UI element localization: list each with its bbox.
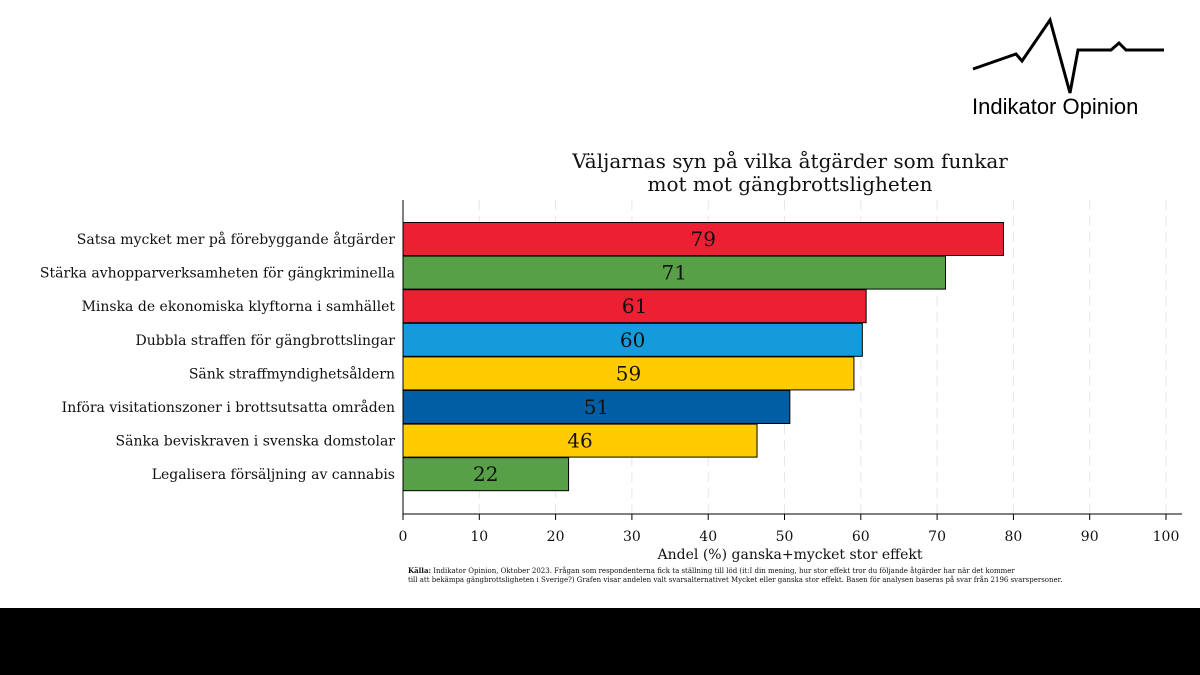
chart-title-group: Väljarnas syn på vilka åtgärder som funk… [571, 149, 1008, 196]
chart-title-line-1: Väljarnas syn på vilka åtgärder som funk… [571, 149, 1008, 173]
x-tick-label: 60 [852, 529, 870, 545]
category-label: Dubbla straffen för gängbrottslingar [135, 333, 395, 349]
bar-value-label: 61 [622, 294, 647, 318]
x-tick-label: 10 [470, 529, 488, 545]
x-tick-label: 0 [399, 529, 408, 545]
category-label: Minska de ekonomiska klyftorna i samhäll… [82, 299, 396, 315]
axes: 0 10 20 30 40 50 60 70 80 90 100 Andel (%) ganska+m… [399, 200, 1182, 563]
bottom-black-bar [0, 608, 1200, 675]
bar [402, 356, 855, 391]
bar-value-label: 79 [691, 227, 716, 251]
x-tick-label: 100 [1153, 529, 1180, 545]
x-tick-label: 80 [1004, 529, 1022, 545]
category-label: Stärka avhopparverksamheten för gängkrim… [40, 266, 395, 282]
x-tick-label: 30 [623, 529, 641, 545]
bar [402, 289, 867, 324]
bars: 79 Satsa mycket mer på förebyggande åtgär… [40, 222, 1004, 492]
bar-value-label: 46 [567, 429, 592, 453]
category-label: Införa visitationszoner i brottsutsatta … [62, 399, 395, 416]
bar [402, 457, 570, 492]
source-label: Källa: [408, 566, 432, 575]
brand-name: Indikator Opinion [972, 94, 1139, 119]
bar-chart: Väljarnas syn på vilka åtgärder som funk… [40, 149, 1182, 563]
bar-value-label: 71 [662, 261, 687, 285]
x-tick-label: 70 [928, 529, 946, 545]
bar [402, 322, 863, 357]
source-note: Källa: Indikator Opinion, Oktober 2023. … [408, 566, 1200, 585]
brand-logo-pulse-icon [972, 16, 1164, 94]
bar [402, 390, 791, 424]
category-label: Sänk straffmyndighetsåldern [189, 365, 395, 382]
x-tick-label: 40 [699, 529, 717, 545]
bar-value-label: 60 [620, 328, 645, 352]
source-line-1: Indikator Opinion, Oktober 2023. Frågan … [431, 567, 1015, 575]
category-label: Legalisera försäljning av cannabis [152, 467, 395, 483]
x-axis-title: Andel (%) ganska+mycket stor effekt [657, 547, 923, 563]
source-line-2: till att bekämpa gängbrottsligheten i Sv… [408, 576, 1063, 584]
x-tick-label: 90 [1081, 529, 1099, 545]
bar [402, 423, 758, 458]
bar-value-label: 59 [616, 361, 641, 385]
category-label: Satsa mycket mer på förebyggande åtgärde… [77, 231, 396, 248]
chart-title-line-2: mot mot gängbrottsligheten [647, 172, 932, 196]
x-tick-label: 20 [547, 529, 565, 545]
x-tick-label: 50 [776, 529, 794, 545]
category-label: Sänka beviskraven i svenska domstolar [116, 434, 396, 450]
bar-value-label: 51 [584, 395, 609, 419]
bar-value-label: 22 [473, 462, 498, 486]
